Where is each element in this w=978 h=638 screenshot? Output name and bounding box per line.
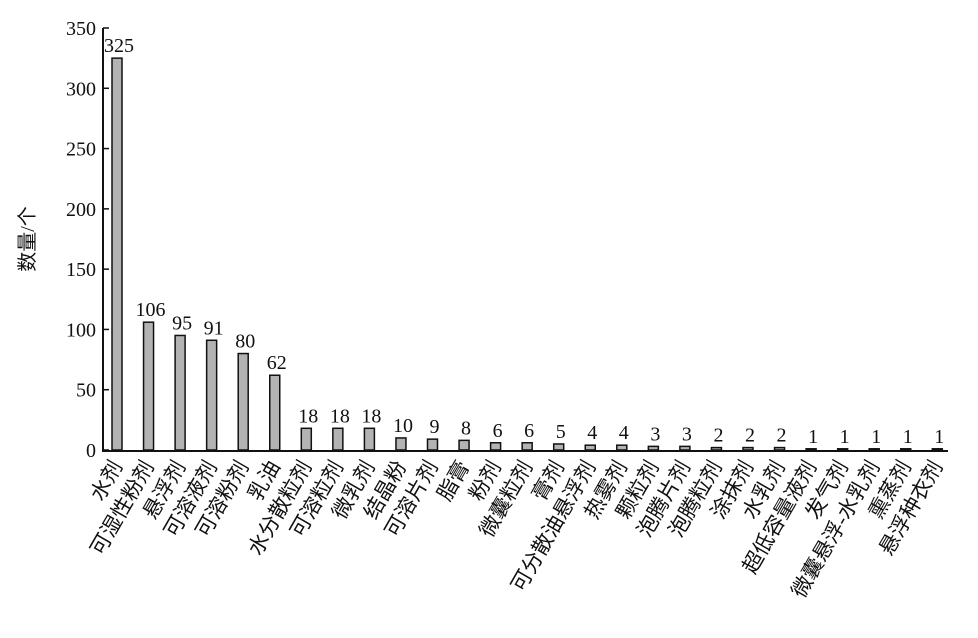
y-tick-label: 150 bbox=[66, 259, 96, 281]
value-label: 106 bbox=[136, 299, 166, 321]
value-label: 6 bbox=[493, 420, 503, 442]
value-label: 3 bbox=[682, 423, 692, 445]
value-label: 325 bbox=[104, 35, 134, 57]
value-label: 1 bbox=[903, 426, 913, 448]
value-label: 9 bbox=[430, 416, 440, 438]
bar bbox=[458, 439, 470, 451]
bar bbox=[805, 448, 817, 451]
bar bbox=[205, 339, 218, 451]
value-label: 1 bbox=[840, 426, 850, 448]
bar bbox=[616, 444, 628, 451]
y-tick-label: 50 bbox=[76, 380, 96, 402]
value-label: 4 bbox=[587, 422, 597, 444]
value-label: 2 bbox=[777, 425, 787, 447]
value-label: 18 bbox=[330, 405, 350, 427]
bar bbox=[111, 57, 123, 451]
value-label: 80 bbox=[235, 331, 255, 353]
bar bbox=[174, 334, 186, 451]
value-label: 91 bbox=[204, 317, 224, 339]
value-label: 1 bbox=[871, 426, 881, 448]
bar bbox=[836, 448, 849, 451]
y-tick-label: 250 bbox=[66, 139, 96, 161]
value-label: 2 bbox=[745, 425, 755, 447]
bar bbox=[584, 444, 596, 451]
value-label: 18 bbox=[361, 405, 381, 427]
y-tick-label: 200 bbox=[66, 199, 96, 221]
y-tick-label: 0 bbox=[86, 440, 96, 462]
bar bbox=[773, 446, 786, 451]
value-label: 62 bbox=[267, 352, 287, 374]
value-label: 8 bbox=[461, 417, 471, 439]
bar bbox=[395, 437, 407, 451]
bar bbox=[237, 352, 249, 451]
bar bbox=[552, 443, 565, 451]
value-label: 6 bbox=[524, 420, 534, 442]
bar bbox=[426, 438, 439, 451]
value-label: 2 bbox=[713, 425, 723, 447]
bar bbox=[142, 321, 155, 451]
value-label: 18 bbox=[298, 405, 318, 427]
bar bbox=[269, 374, 281, 451]
y-tick-label: 100 bbox=[66, 319, 96, 341]
bar bbox=[868, 448, 880, 451]
bar bbox=[332, 427, 344, 451]
bar bbox=[521, 442, 533, 451]
value-label: 1 bbox=[808, 426, 818, 448]
value-label: 1 bbox=[934, 426, 944, 448]
value-label: 5 bbox=[556, 421, 566, 443]
y-tick-label: 350 bbox=[66, 18, 96, 40]
value-label: 10 bbox=[393, 415, 413, 437]
bar bbox=[300, 427, 313, 451]
value-label: 3 bbox=[650, 423, 660, 445]
bar bbox=[742, 446, 754, 451]
value-label: 4 bbox=[619, 422, 629, 444]
y-axis-label: 数量/个 bbox=[16, 206, 39, 272]
bar bbox=[931, 448, 944, 451]
bar bbox=[363, 427, 376, 451]
bar bbox=[489, 442, 502, 451]
bar bbox=[647, 445, 660, 451]
y-tick-label: 300 bbox=[66, 78, 96, 100]
bar bbox=[679, 445, 691, 451]
value-label: 95 bbox=[172, 312, 192, 334]
bar bbox=[710, 446, 723, 451]
x-tick-label: 脂膏 bbox=[433, 457, 475, 505]
bar bbox=[900, 448, 912, 451]
